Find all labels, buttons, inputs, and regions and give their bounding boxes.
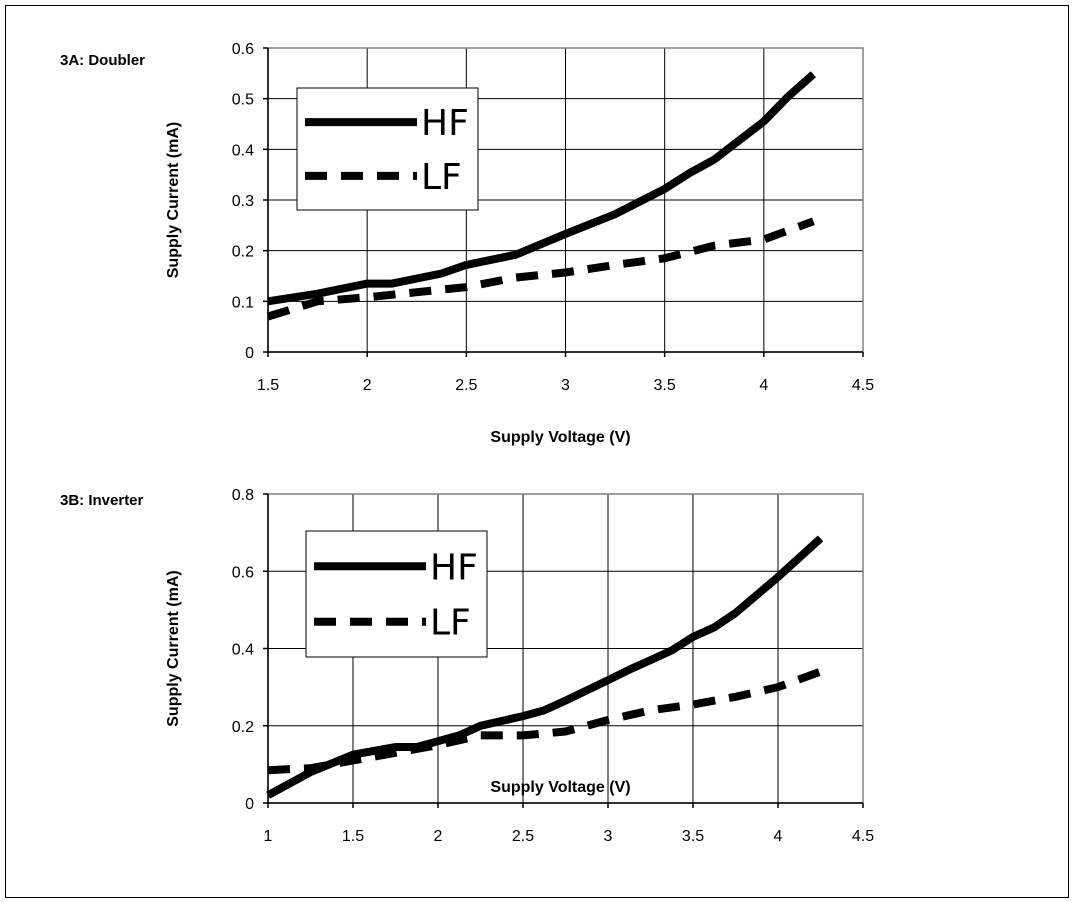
legend-label-hf: HF: [421, 103, 469, 144]
x-tick-label: 3.5: [682, 828, 704, 845]
panel-label: 3A: Doubler: [60, 52, 145, 69]
x-tick-label: 1: [264, 828, 273, 845]
y-tick-label: 0.4: [232, 142, 254, 159]
x-tick-label: 3: [561, 377, 570, 394]
chart-panel-2: 0 0.2 0.4 0.6 0.8 1 1.5 2 2.5 3 3.5 4 4.5 Supply Volt…: [60, 487, 874, 845]
y-axis-title: Supply Current (mA): [165, 570, 182, 726]
y-axis-title: Supply Current (mA): [165, 122, 182, 278]
legend: HF LF: [296, 87, 479, 211]
legend-box: [296, 87, 479, 211]
x-tick-label: 2: [434, 828, 443, 845]
series-line-hf: [266, 535, 824, 799]
x-tick-label: 4: [774, 828, 783, 845]
x-tick-label: 2: [363, 377, 372, 394]
panel-label: 3B: Inverter: [60, 492, 144, 509]
y-tick-label: 0.6: [232, 41, 254, 58]
legend-label-lf: LF: [421, 157, 462, 198]
y-tick-label: 0: [245, 345, 254, 362]
series-line-hf: [267, 71, 817, 306]
chart-panel-1: 0 0.1 0.2 0.3 0.4 0.5 0.6 1.5 2 2.5 3 3.5 4 4.5 Supply…: [60, 41, 874, 446]
series-line-lf: [267, 667, 822, 775]
legend-label-lf: LF: [430, 603, 471, 644]
y-tick-label: 0.2: [232, 244, 254, 261]
y-tick-label: 0.5: [232, 92, 254, 109]
y-tick-label: 0.8: [232, 487, 254, 504]
figure-frame: [5, 5, 1069, 898]
y-tick-label: 0.1: [232, 294, 254, 311]
legend: HF LF: [305, 530, 488, 658]
x-tick-label: 2.5: [512, 828, 534, 845]
x-tick-label: 2.5: [455, 377, 477, 394]
y-tick-label: 0.4: [232, 642, 254, 659]
x-tick-label: 3: [604, 828, 613, 845]
y-tick-label: 0.2: [232, 719, 254, 736]
x-axis-title: Supply Voltage (V): [490, 779, 630, 796]
legend-label-hf: HF: [430, 547, 478, 588]
x-tick-label: 3.5: [654, 377, 676, 394]
x-tick-label: 1.5: [257, 377, 279, 394]
x-tick-label: 4.5: [852, 377, 874, 394]
y-tick-label: 0.6: [232, 564, 254, 581]
legend-box: [305, 530, 488, 658]
x-tick-label: 4.5: [852, 828, 874, 845]
y-tick-label: 0.3: [232, 193, 254, 210]
x-axis-title: Supply Voltage (V): [490, 429, 630, 446]
x-tick-label: 4: [759, 377, 768, 394]
x-tick-label: 1.5: [342, 828, 364, 845]
y-tick-label: 0: [245, 796, 254, 813]
series-line-lf: [266, 217, 815, 321]
